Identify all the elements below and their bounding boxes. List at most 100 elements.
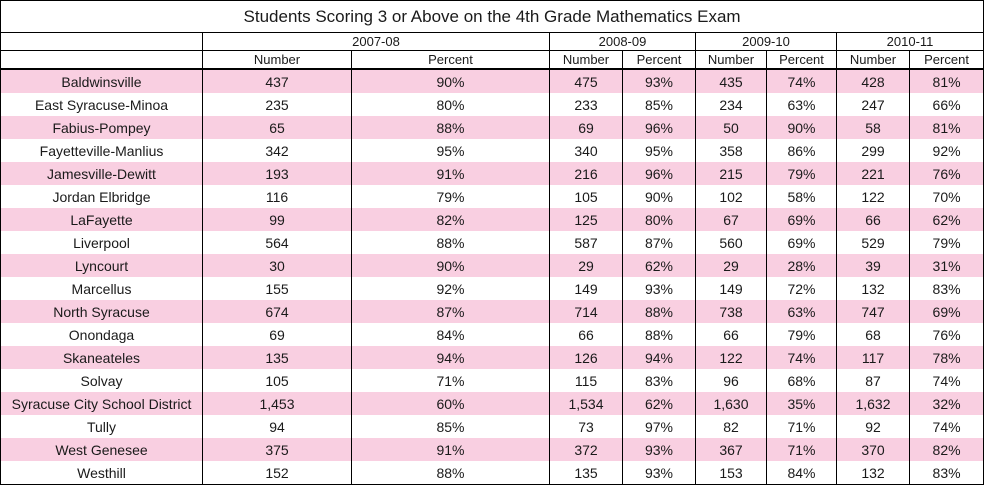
number-cell: 39 xyxy=(836,254,910,277)
percent-cell: 94% xyxy=(351,346,550,369)
percent-cell: 79% xyxy=(908,231,985,254)
percent-cell: 85% xyxy=(351,415,550,438)
number-cell: 1,453 xyxy=(202,392,352,415)
percent-cell: 76% xyxy=(908,162,985,185)
district-name: East Syracuse-Minoa xyxy=(0,93,203,116)
district-name: Baldwinsville xyxy=(0,68,203,93)
number-cell: 233 xyxy=(549,93,623,116)
district-name: Syracuse City School District xyxy=(0,392,203,415)
number-cell: 82 xyxy=(695,415,767,438)
number-cell: 234 xyxy=(695,93,767,116)
number-cell: 135 xyxy=(549,461,623,485)
table-row: Skaneateles 135 94% 126 94% 122 74% 117 78% xyxy=(0,346,985,369)
district-name: North Syracuse xyxy=(0,300,203,323)
number-cell: 69 xyxy=(549,116,623,139)
number-cell: 529 xyxy=(836,231,910,254)
percent-cell: 28% xyxy=(766,254,837,277)
district-name: Onondaga xyxy=(0,323,203,346)
number-cell: 67 xyxy=(695,208,767,231)
number-cell: 102 xyxy=(695,185,767,208)
number-cell: 738 xyxy=(695,300,767,323)
number-cell: 116 xyxy=(202,185,352,208)
percent-cell: 69% xyxy=(766,208,837,231)
percent-header: Percent xyxy=(908,50,985,70)
corner-cell xyxy=(0,32,203,51)
percent-cell: 92% xyxy=(351,277,550,300)
number-cell: 68 xyxy=(836,323,910,346)
number-cell: 372 xyxy=(549,438,623,461)
percent-cell: 93% xyxy=(622,438,696,461)
number-cell: 66 xyxy=(695,323,767,346)
percent-cell: 62% xyxy=(622,254,696,277)
number-cell: 149 xyxy=(549,277,623,300)
number-cell: 122 xyxy=(695,346,767,369)
percent-cell: 84% xyxy=(351,323,550,346)
percent-cell: 88% xyxy=(622,300,696,323)
number-cell: 587 xyxy=(549,231,623,254)
table-row: Fabius-Pompey 65 88% 69 96% 50 90% 58 81% xyxy=(0,116,985,139)
district-name: Skaneateles xyxy=(0,346,203,369)
percent-cell: 88% xyxy=(351,116,550,139)
number-cell: 73 xyxy=(549,415,623,438)
number-cell: 375 xyxy=(202,438,352,461)
number-cell: 153 xyxy=(695,461,767,485)
district-name: Jordan Elbridge xyxy=(0,185,203,208)
number-cell: 152 xyxy=(202,461,352,485)
number-cell: 564 xyxy=(202,231,352,254)
table-row: LaFayette 99 82% 125 80% 67 69% 66 62% xyxy=(0,208,985,231)
percent-cell: 76% xyxy=(908,323,985,346)
number-cell: 115 xyxy=(549,369,623,392)
table-row: Tully 94 85% 73 97% 82 71% 92 74% xyxy=(0,415,985,438)
percent-header: Percent xyxy=(351,50,550,70)
number-cell: 117 xyxy=(836,346,910,369)
subheader-row: Number Percent Number Percent Number Per… xyxy=(0,50,985,70)
percent-cell: 90% xyxy=(622,185,696,208)
percent-cell: 71% xyxy=(766,415,837,438)
percent-cell: 80% xyxy=(622,208,696,231)
percent-cell: 81% xyxy=(908,68,985,93)
number-cell: 29 xyxy=(549,254,623,277)
percent-cell: 81% xyxy=(908,116,985,139)
percent-cell: 66% xyxy=(908,93,985,116)
percent-header: Percent xyxy=(622,50,696,70)
district-name: Jamesville-Dewitt xyxy=(0,162,203,185)
percent-cell: 74% xyxy=(908,369,985,392)
percent-cell: 74% xyxy=(908,415,985,438)
district-name: Westhill xyxy=(0,461,203,485)
percent-cell: 85% xyxy=(622,93,696,116)
percent-cell: 95% xyxy=(351,139,550,162)
number-cell: 475 xyxy=(549,68,623,93)
percent-cell: 90% xyxy=(766,116,837,139)
number-header: Number xyxy=(202,50,352,70)
number-cell: 69 xyxy=(202,323,352,346)
number-cell: 340 xyxy=(549,139,623,162)
number-cell: 29 xyxy=(695,254,767,277)
table-row: Lyncourt 30 90% 29 62% 29 28% 39 31% xyxy=(0,254,985,277)
percent-cell: 90% xyxy=(351,254,550,277)
percent-cell: 68% xyxy=(766,369,837,392)
number-cell: 560 xyxy=(695,231,767,254)
number-cell: 30 xyxy=(202,254,352,277)
number-cell: 370 xyxy=(836,438,910,461)
number-cell: 87 xyxy=(836,369,910,392)
percent-cell: 71% xyxy=(351,369,550,392)
number-cell: 193 xyxy=(202,162,352,185)
number-cell: 428 xyxy=(836,68,910,93)
percent-cell: 93% xyxy=(622,461,696,485)
percent-cell: 96% xyxy=(622,116,696,139)
percent-cell: 78% xyxy=(908,346,985,369)
number-cell: 125 xyxy=(549,208,623,231)
number-cell: 299 xyxy=(836,139,910,162)
number-cell: 105 xyxy=(202,369,352,392)
number-cell: 132 xyxy=(836,461,910,485)
percent-cell: 69% xyxy=(908,300,985,323)
math-scores-table: Students Scoring 3 or Above on the 4th G… xyxy=(0,0,985,485)
percent-cell: 31% xyxy=(908,254,985,277)
table-row: West Genesee 375 91% 372 93% 367 71% 370 82% xyxy=(0,438,985,461)
number-cell: 149 xyxy=(695,277,767,300)
number-cell: 221 xyxy=(836,162,910,185)
percent-cell: 83% xyxy=(908,461,985,485)
district-name: Tully xyxy=(0,415,203,438)
number-cell: 94 xyxy=(202,415,352,438)
